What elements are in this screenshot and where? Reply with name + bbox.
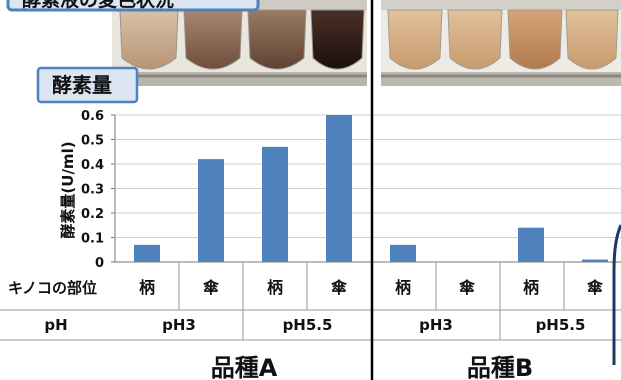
part-label: 傘: [459, 278, 476, 297]
part-label: 柄: [267, 278, 283, 297]
ph-label: pH5.5: [536, 316, 586, 334]
header-label: 酵素液の変色状況: [22, 0, 174, 11]
bars: [134, 115, 608, 262]
row-label-part: キノコの部位: [8, 279, 97, 297]
y-tick-label: 0: [95, 256, 104, 271]
photo-variety-a: [112, 0, 367, 86]
y-axis-label: 酵素量(U/ml): [59, 141, 77, 238]
bar: [582, 259, 608, 262]
y-tick-label: 0.3: [81, 183, 104, 198]
y-tick-label: 0.6: [81, 109, 104, 124]
y-tick-label: 0.2: [81, 207, 104, 222]
bar: [134, 244, 160, 262]
row-label-ph: pH: [44, 316, 67, 334]
part-label: 傘: [203, 278, 220, 297]
variety-label: 品種A: [211, 354, 278, 380]
y-tick-labels: 0 0.1 0.2 0.3 0.4 0.5 0.6: [81, 109, 115, 271]
chart-title: 酵素量: [52, 73, 112, 97]
y-tick-label: 0.4: [81, 158, 104, 173]
bar: [262, 146, 288, 262]
bar: [390, 244, 416, 262]
table-cells: 柄 傘 柄 傘 pH3 pH5.5 品種A 柄 傘 柄 傘 pH3 pH5.5 品種B: [139, 262, 604, 380]
part-label: 柄: [139, 278, 155, 297]
plot-area: 0 0.1 0.2 0.3 0.4 0.5 0.6: [81, 109, 621, 271]
bar: [198, 159, 224, 262]
chart-title-box: 酵素量: [36, 66, 139, 104]
part-label: 傘: [587, 278, 604, 297]
part-label: 柄: [395, 278, 411, 297]
ph-label: pH3: [419, 316, 453, 334]
variety-label: 品種B: [467, 354, 533, 380]
edge-bracket: [612, 224, 621, 365]
header-label-box: 酵素液の変色状況: [6, 0, 260, 12]
bar: [518, 227, 544, 262]
ph-label: pH5.5: [283, 316, 333, 334]
ph-label: pH3: [162, 316, 196, 334]
category-table: キノコの部位 pH 柄 傘 柄 傘 pH3 pH5.5 品種A 柄 傘 柄 傘 pH3 pH5.5 品種B: [0, 262, 621, 380]
y-tick-label: 0.1: [81, 232, 104, 247]
y-tick-label: 0.5: [81, 134, 104, 149]
bar: [326, 115, 352, 262]
photo-variety-b: [381, 0, 621, 86]
part-label: 傘: [331, 278, 348, 297]
part-label: 柄: [523, 278, 539, 297]
gridlines: [115, 114, 621, 238]
